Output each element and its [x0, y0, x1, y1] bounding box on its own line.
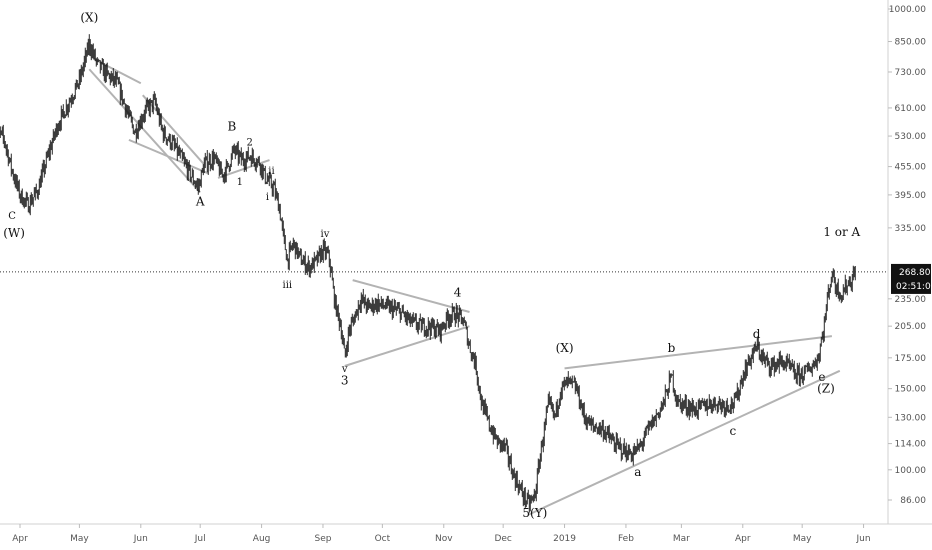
wave-label: e: [818, 370, 825, 384]
price-tick-label: 335.00: [895, 224, 927, 234]
wave-label: b: [668, 341, 676, 355]
time-tick-label: May: [70, 534, 89, 544]
price-tick-label: 130.00: [895, 413, 927, 423]
bar-countdown: 02:51:09: [896, 282, 932, 292]
time-tick-label: Sep: [314, 534, 331, 544]
time-tick-label: Apr: [12, 534, 28, 544]
current-price-value: 268.80: [899, 268, 931, 278]
wave-label: 1 or A: [823, 225, 860, 239]
price-axis[interactable]: 1000.00 850.00 730.00 610.00 530.00 455.00 395…: [888, 5, 926, 506]
wave-label: A: [195, 194, 205, 208]
price-tick-label: 610.00: [895, 104, 927, 114]
trendline[interactable]: [128, 138, 209, 175]
time-tick-label: Jul: [194, 534, 206, 544]
time-tick-label: 2019: [553, 534, 576, 544]
time-tick-label: Jun: [133, 534, 148, 544]
wave-label: iv: [321, 229, 330, 240]
wave-label: (Z): [817, 382, 835, 396]
trendline[interactable]: [352, 279, 470, 313]
price-tick-label: 730.00: [895, 68, 927, 78]
trendlines: [88, 57, 841, 516]
trendline[interactable]: [564, 335, 833, 370]
price-tick-label: 235.00: [895, 295, 927, 305]
wave-label: (W): [3, 226, 25, 240]
wave-label: d: [753, 327, 761, 341]
time-tick-label: May: [793, 534, 812, 544]
time-tick-label: Jun: [856, 534, 871, 544]
time-tick-label: Feb: [618, 534, 634, 544]
price-tick-label: 850.00: [895, 38, 927, 48]
wave-label: (X): [556, 341, 574, 355]
price-tick-label: 86.00: [900, 496, 926, 506]
time-tick-label: Oct: [375, 534, 391, 544]
trendline[interactable]: [528, 369, 841, 516]
wave-label: iii: [283, 280, 293, 291]
time-tick-label: Dec: [494, 534, 511, 544]
time-tick-label: Mar: [673, 534, 690, 544]
wave-label: 4: [454, 285, 462, 299]
wave-label: B: [227, 119, 236, 133]
wave-label: 3: [341, 374, 349, 388]
wave-label: 1: [237, 177, 243, 188]
price-tick-label: 175.00: [895, 354, 927, 364]
price-tick-label: 205.00: [895, 322, 927, 332]
price-tick-label: 455.00: [895, 163, 927, 173]
wave-label: 2: [247, 138, 253, 149]
wave-label: i: [266, 192, 269, 203]
wave-label: c: [730, 424, 737, 438]
price-tick-label: 1000.00: [889, 5, 926, 15]
price-series: [0, 34, 856, 513]
price-tick-label: 530.00: [895, 132, 927, 142]
wave-label: ii: [268, 166, 274, 177]
current-price-tag-bg: [891, 263, 931, 294]
time-tick-label: Apr: [735, 534, 751, 544]
price-tick-label: 114.00: [895, 440, 927, 450]
price-tick-label: 150.00: [895, 385, 927, 395]
current-price-tag: 268.80 02:51:09: [891, 263, 932, 294]
price-tick-label: 395.00: [895, 191, 927, 201]
wave-label: v: [341, 364, 348, 375]
time-tick-label: Aug: [253, 534, 271, 544]
wave-label: C: [8, 211, 16, 222]
trendline[interactable]: [88, 68, 201, 194]
price-tick-label: 100.00: [895, 466, 927, 476]
wave-label: (X): [80, 10, 98, 24]
time-tick-label: Nov: [435, 534, 453, 544]
trendline[interactable]: [344, 325, 470, 367]
wave-label: a: [634, 465, 641, 479]
wave-label: 5(Y): [522, 506, 547, 520]
time-axis[interactable]: Apr May Jun Jul Aug Sep Oct Nov Dec 2019 Feb Mar Apr…: [12, 524, 871, 544]
